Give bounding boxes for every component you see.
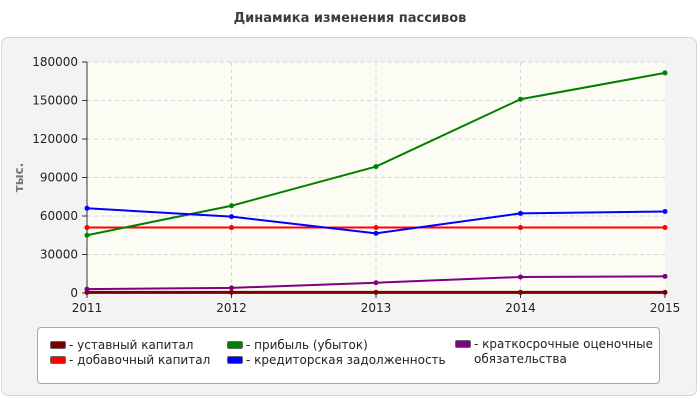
y-tick-label: 180000	[32, 55, 78, 69]
data-point-s4-4	[662, 273, 668, 279]
y-tick-label: 0	[70, 286, 78, 300]
legend-label: - уставный капитал	[69, 338, 194, 352]
legend-swatch	[50, 356, 66, 364]
data-point-s0-1	[229, 289, 234, 295]
data-point-s3-2	[373, 230, 379, 236]
y-axis-label: тыс.	[12, 163, 26, 192]
x-tick-label: 2011	[72, 301, 103, 315]
data-point-s0-2	[373, 289, 379, 295]
legend-label: - краткосрочные оценочные обязательства	[474, 337, 653, 366]
y-tick-label: 60000	[40, 209, 78, 223]
chart-title: Динамика изменения пассивов	[233, 11, 467, 26]
data-point-s3-1	[229, 214, 234, 220]
data-point-s0-3	[518, 289, 523, 295]
y-tick-label: 150000	[32, 94, 78, 108]
legend-swatch	[455, 340, 471, 348]
data-point-s3-3	[518, 210, 523, 216]
data-point-s0-4	[662, 289, 668, 295]
y-tick-label: 90000	[40, 171, 78, 185]
x-tick-label: 2013	[361, 301, 392, 315]
data-point-s1-1	[229, 225, 234, 231]
data-point-s2-2	[373, 164, 379, 170]
data-point-s4-1	[229, 285, 234, 291]
x-tick-label: 2012	[216, 301, 247, 315]
data-point-s3-0	[84, 205, 90, 211]
data-point-s1-4	[662, 225, 668, 231]
legend-swatch	[50, 341, 66, 349]
legend: - уставный капитал - добавочный капитал …	[37, 327, 660, 384]
legend-label: - кредиторская задолженность	[246, 353, 446, 367]
data-point-s2-4	[662, 70, 668, 76]
data-point-s2-0	[84, 232, 90, 238]
data-point-s2-1	[229, 203, 234, 209]
data-point-s1-3	[518, 225, 523, 231]
data-point-s4-0	[84, 286, 90, 292]
x-tick-label: 2015	[650, 301, 681, 315]
y-tick-label: 120000	[32, 132, 78, 146]
legend-swatch	[227, 341, 243, 349]
data-point-s4-3	[518, 274, 523, 280]
x-tick-label: 2014	[505, 301, 536, 315]
legend-label: - прибыль (убыток)	[246, 338, 368, 352]
y-tick-label: 30000	[40, 248, 78, 262]
data-point-s4-2	[373, 280, 379, 286]
legend-label: - добавочный капитал	[69, 353, 211, 367]
data-point-s1-0	[84, 225, 90, 231]
data-point-s2-3	[518, 96, 523, 102]
legend-swatch	[227, 356, 243, 364]
data-point-s3-4	[662, 209, 668, 215]
data-point-s1-2	[373, 225, 379, 231]
